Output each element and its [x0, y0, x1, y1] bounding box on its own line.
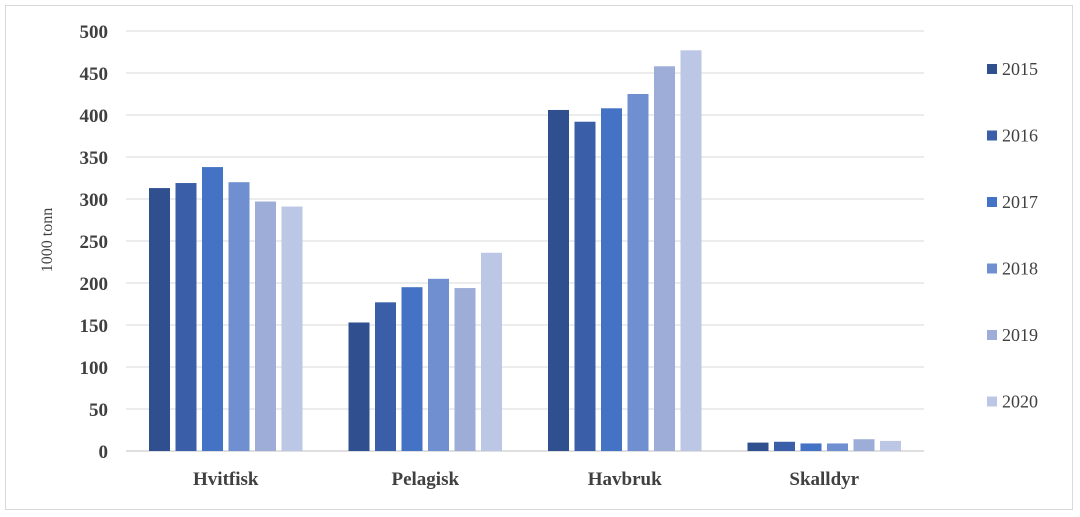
y-tick-label: 450	[80, 64, 109, 85]
legend-swatch	[987, 197, 997, 207]
y-tick-label: 250	[80, 232, 109, 253]
bar-havbruk-2016	[574, 121, 596, 451]
y-tick-label: 150	[80, 316, 109, 337]
y-tick-label: 500	[80, 22, 109, 43]
bar-hvitfisk-2018	[228, 182, 250, 451]
category-label: Pelagisk	[391, 469, 459, 490]
bar-havbruk-2017	[601, 108, 622, 451]
bar-hvitfisk-2020	[281, 206, 303, 451]
y-tick-label: 400	[80, 106, 109, 127]
bar-pelagisk-2018	[428, 278, 449, 451]
bar-skalldyr-2015	[747, 442, 769, 451]
legend-swatch	[987, 330, 997, 340]
y-tick-label: 0	[99, 442, 109, 463]
y-axis-ticks: 0 50 100 150 200 250 300 350 400 450 500	[80, 22, 109, 463]
bar-havbruk-2018	[627, 94, 649, 451]
x-axis-categories: Hvitfisk Pelagisk Havbruk Skalldyr	[193, 469, 860, 490]
y-tick-label: 50	[89, 400, 108, 421]
y-axis-label: 1000 tonn	[39, 208, 56, 272]
legend-label: 2017	[1002, 192, 1038, 212]
bar-pelagisk-2015	[348, 322, 370, 451]
bar-skalldyr-2020	[880, 440, 901, 451]
category-label: Havbruk	[588, 469, 662, 490]
legend-swatch	[987, 130, 997, 141]
legend-label: 2019	[1002, 325, 1038, 345]
bar-havbruk-2019	[654, 66, 675, 451]
bar-hvitfisk-2019	[255, 201, 276, 451]
category-label: Skalldyr	[789, 469, 859, 490]
y-tick-label: 300	[80, 190, 109, 211]
bar-hvitfisk-2016	[175, 183, 197, 452]
bars	[149, 50, 901, 452]
y-tick-label: 200	[80, 274, 109, 295]
y-tick-label: 100	[80, 358, 109, 379]
bar-pelagisk-2017	[401, 287, 423, 451]
category-label: Hvitfisk	[193, 469, 259, 490]
bar-skalldyr-2016	[774, 441, 795, 451]
bar-skalldyr-2017	[800, 443, 822, 451]
bar-pelagisk-2019	[454, 288, 476, 451]
bar-hvitfisk-2015	[149, 188, 170, 451]
legend-label: 2018	[1002, 259, 1038, 279]
legend-swatch	[987, 64, 997, 74]
bar-skalldyr-2019	[853, 439, 875, 451]
bar-havbruk-2015	[548, 109, 569, 452]
bar-pelagisk-2020	[481, 252, 502, 451]
legend-swatch	[987, 396, 997, 407]
bar-havbruk-2020	[680, 50, 702, 451]
legend-label: 2020	[1002, 392, 1038, 412]
legend-label: 2015	[1002, 59, 1038, 79]
legend-swatch	[987, 263, 997, 274]
legend: 2015 2016 2017 2018 2019 2020	[987, 59, 1038, 412]
y-tick-label: 350	[80, 148, 109, 169]
bar-hvitfisk-2017	[202, 167, 223, 451]
bar-skalldyr-2018	[827, 443, 848, 451]
bar-pelagisk-2016	[375, 302, 396, 451]
legend-label: 2016	[1002, 126, 1038, 146]
